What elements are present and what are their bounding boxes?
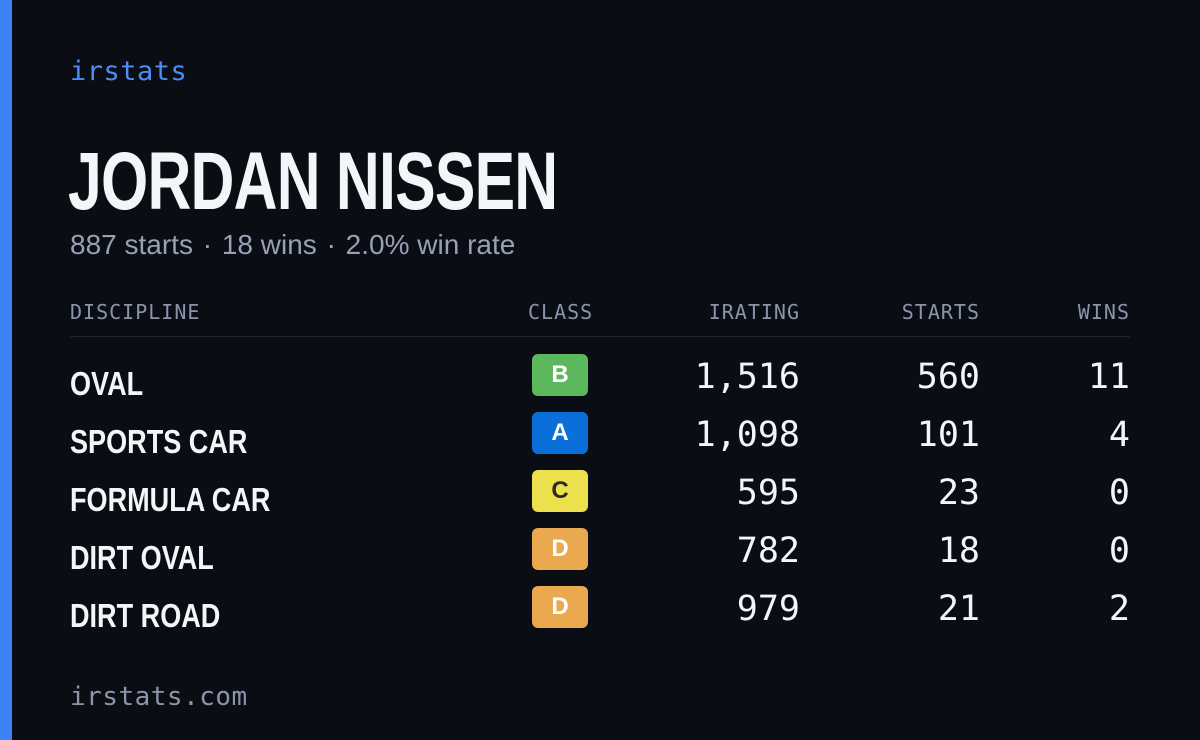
irating-value: 1,098 bbox=[694, 415, 800, 455]
header-irating: IRATING bbox=[708, 300, 800, 324]
win-rate-summary: 2.0% win rate bbox=[345, 229, 516, 260]
class-badge: A bbox=[532, 412, 588, 454]
brand-logo-text: irstats bbox=[70, 56, 188, 87]
wins-summary: 18 wins bbox=[221, 229, 317, 260]
class-badge: C bbox=[532, 470, 588, 512]
header-wins: WINS bbox=[1077, 300, 1130, 324]
header-class: CLASS bbox=[528, 300, 594, 324]
starts-value: 18 bbox=[937, 531, 980, 571]
starts-value: 560 bbox=[916, 357, 980, 397]
table-row: SPORTS CAR A 1,098 101 4 bbox=[70, 412, 1130, 470]
separator: · bbox=[202, 229, 213, 260]
irating-value: 979 bbox=[736, 589, 800, 629]
starts-value: 101 bbox=[916, 415, 980, 455]
discipline-name: DIRT OVAL bbox=[70, 539, 214, 576]
table-row: OVAL B 1,516 560 11 bbox=[70, 354, 1130, 412]
footer-url: irstats.com bbox=[70, 682, 248, 712]
table-row: DIRT OVAL D 782 18 0 bbox=[70, 528, 1130, 586]
accent-bar bbox=[0, 0, 12, 740]
starts-value: 21 bbox=[937, 589, 980, 629]
wins-value: 0 bbox=[1108, 531, 1130, 571]
table-row: DIRT ROAD D 979 21 2 bbox=[70, 586, 1130, 644]
wins-value: 2 bbox=[1108, 589, 1130, 629]
irating-value: 782 bbox=[736, 531, 800, 571]
driver-summary: 887 starts · 18 wins · 2.0% win rate bbox=[70, 226, 515, 264]
wins-value: 0 bbox=[1108, 473, 1130, 513]
starts-summary: 887 starts bbox=[70, 229, 193, 260]
irating-value: 1,516 bbox=[694, 357, 800, 397]
starts-value: 23 bbox=[937, 473, 980, 513]
discipline-name: DIRT ROAD bbox=[70, 597, 221, 634]
header-discipline: DISCIPLINE bbox=[70, 300, 201, 324]
driver-name: JORDAN NISSEN bbox=[68, 136, 558, 227]
separator: · bbox=[326, 229, 336, 260]
discipline-name: FORMULA CAR bbox=[70, 481, 271, 518]
class-badge: B bbox=[532, 354, 588, 396]
table-row: FORMULA CAR C 595 23 0 bbox=[70, 470, 1130, 528]
discipline-name: OVAL bbox=[70, 365, 144, 402]
discipline-name: SPORTS CAR bbox=[70, 423, 248, 460]
table-header: DISCIPLINE CLASS IRATING STARTS WINS bbox=[70, 298, 1130, 337]
wins-value: 4 bbox=[1108, 415, 1130, 455]
wins-value: 11 bbox=[1087, 357, 1130, 397]
class-badge: D bbox=[532, 528, 588, 570]
header-starts: STARTS bbox=[901, 300, 980, 324]
irating-value: 595 bbox=[736, 473, 800, 513]
class-badge: D bbox=[532, 586, 588, 628]
